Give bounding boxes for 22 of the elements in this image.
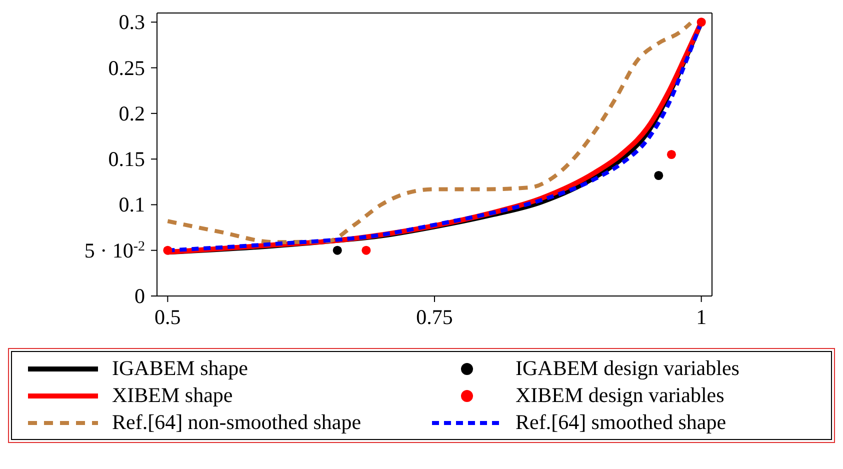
legend-label: Ref.[64] non-smoothed shape <box>112 410 362 435</box>
y-tick-label: 0.1 <box>118 192 145 217</box>
x-tick-label: 0.75 <box>416 305 453 329</box>
x-tick-label: 0.5 <box>154 305 181 329</box>
point <box>163 246 172 255</box>
y-tick-label: 0 <box>134 284 145 308</box>
legend-label: XIBEM shape <box>112 383 233 408</box>
point <box>666 150 676 160</box>
point <box>654 170 664 180</box>
point <box>362 246 371 255</box>
y-tick-label: 0.15 <box>108 147 145 172</box>
legend-label: IGABEM design variables <box>516 356 740 381</box>
y-tick-label: 0.2 <box>118 101 145 126</box>
y-tick-label: 0.3 <box>118 10 145 34</box>
y-tick-label: 0.25 <box>108 56 145 80</box>
legend-label: Ref.[64] smoothed shape <box>516 410 726 435</box>
y-tick-label: 5 · 10$^{-2}$ <box>84 238 145 262</box>
x-tick-label: 1 <box>696 305 707 329</box>
point <box>696 18 706 27</box>
point <box>332 246 342 255</box>
legend-label: IGABEM shape <box>112 356 248 381</box>
legend-label: XIBEM design variables <box>516 383 724 408</box>
